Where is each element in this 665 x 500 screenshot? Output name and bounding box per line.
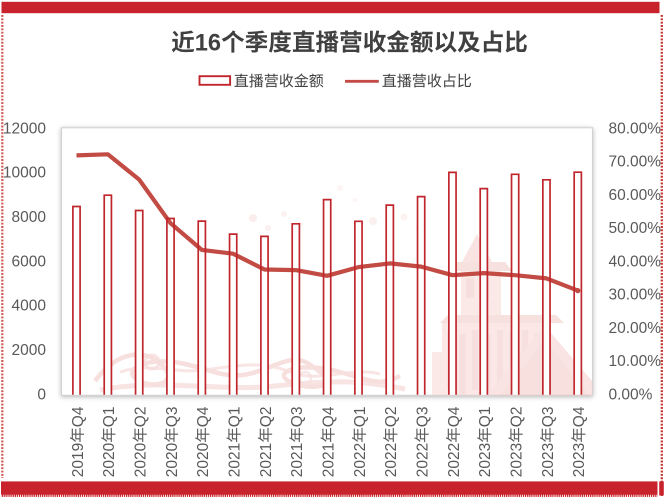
svg-text:2020: 2020 [133,442,150,477]
svg-text:Q4: Q4 [571,406,588,427]
svg-text:10000: 10000 [3,165,46,182]
svg-text:16: 16 [195,31,221,57]
svg-text:6000: 6000 [12,253,47,270]
svg-text:Q1: Q1 [352,407,369,428]
svg-text:2020: 2020 [101,442,118,477]
svg-text:2022: 2022 [446,443,463,477]
svg-text:2020: 2020 [164,442,181,477]
svg-text:2021: 2021 [289,443,306,477]
svg-text:2000: 2000 [12,342,47,359]
svg-text:Q2: Q2 [133,407,150,428]
svg-text:2022: 2022 [352,443,369,477]
svg-text:2023: 2023 [477,443,494,477]
svg-text:Q3: Q3 [289,407,306,428]
svg-text:Q4: Q4 [321,406,338,427]
svg-text:0.00%: 0.00% [609,386,653,403]
svg-text:Q2: Q2 [383,407,400,428]
svg-text:Q1: Q1 [101,407,118,428]
svg-text:40.00%: 40.00% [609,253,662,270]
svg-text:0: 0 [37,386,46,403]
svg-text:Q1: Q1 [477,407,494,428]
svg-text:20.00%: 20.00% [609,320,662,337]
svg-text:Q2: Q2 [509,407,526,428]
svg-text:2022: 2022 [383,443,400,477]
svg-text:Q3: Q3 [164,407,181,428]
svg-text:50.00%: 50.00% [609,220,662,237]
svg-text:2021: 2021 [258,443,275,477]
svg-text:2021: 2021 [321,443,338,477]
svg-text:Q4: Q4 [70,406,87,427]
svg-text:Q4: Q4 [195,406,212,427]
svg-text:2023: 2023 [540,443,557,477]
svg-text:2023: 2023 [509,443,526,477]
svg-text:Q2: Q2 [258,407,275,428]
svg-text:Q3: Q3 [540,407,557,428]
svg-text:80.00%: 80.00% [609,120,662,137]
svg-text:Q4: Q4 [446,406,463,427]
svg-text:2019: 2019 [70,443,87,477]
svg-text:2022: 2022 [415,443,432,477]
svg-text:8000: 8000 [12,209,47,226]
svg-text:4000: 4000 [12,298,47,315]
svg-text:10.00%: 10.00% [609,353,662,370]
svg-text:12000: 12000 [3,120,46,137]
svg-text:30.00%: 30.00% [609,287,662,304]
svg-text:Q3: Q3 [415,407,432,428]
svg-text:60.00%: 60.00% [609,187,662,204]
svg-text:70.00%: 70.00% [609,154,662,171]
svg-text:Q1: Q1 [227,407,244,428]
svg-text:2023: 2023 [571,443,588,477]
svg-text:2021: 2021 [227,443,244,477]
svg-text:2020: 2020 [195,442,212,477]
